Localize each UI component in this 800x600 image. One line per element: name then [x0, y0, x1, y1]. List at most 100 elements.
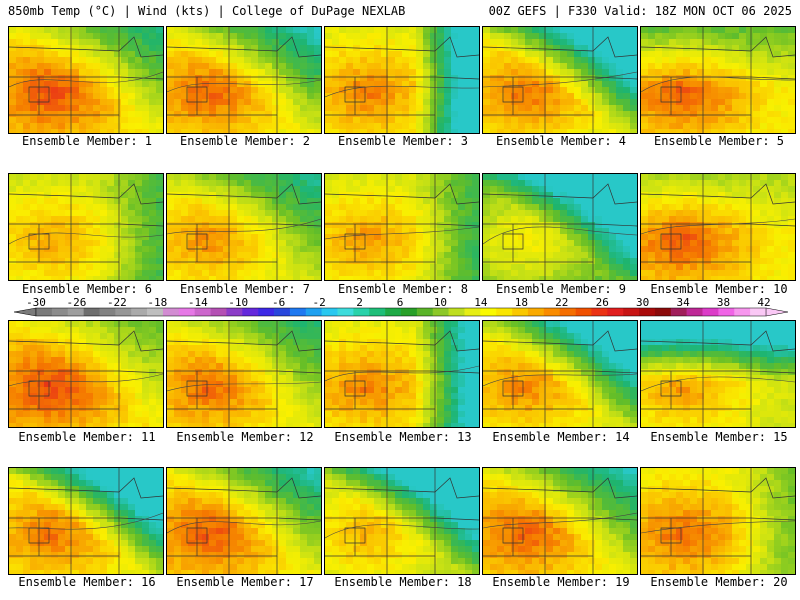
panel-caption: Ensemble Member: 9: [495, 282, 627, 296]
colorbar-swatch: [607, 308, 624, 316]
ensemble-panel-15: [640, 320, 796, 428]
colorbar-swatch: [131, 308, 148, 316]
colorbar-tick-label: 26: [595, 296, 609, 309]
isotherm-contour: [9, 71, 163, 88]
colorbar-swatch: [289, 308, 307, 316]
temperature-map: [483, 27, 637, 133]
temperature-map: [641, 174, 795, 280]
isotherm-contour: [641, 76, 795, 93]
temperature-map: [325, 27, 479, 133]
colorbar-tick-label: 18: [514, 296, 528, 309]
colorbar-swatch: [559, 308, 576, 316]
colorbar-tick-label: -30: [26, 296, 46, 309]
colorbar-swatch: [242, 308, 259, 316]
state-boundaries: [167, 27, 321, 133]
panel-caption: Ensemble Member: 5: [653, 134, 785, 148]
state-boundaries: [325, 321, 479, 427]
colorbar-swatch: [527, 308, 545, 316]
temperature-map: [167, 27, 321, 133]
colorbar-tick-label: 10: [433, 296, 448, 309]
colorbar-swatch: [543, 308, 560, 316]
state-boundaries: [641, 321, 795, 427]
colorbar-swatch: [480, 308, 497, 316]
state-boundaries: [325, 468, 479, 574]
colorbar-swatch: [401, 308, 418, 316]
ensemble-panel-2: [166, 26, 322, 134]
state-boundaries: [325, 174, 479, 280]
temperature-map: [9, 27, 163, 133]
panel-caption: Ensemble Member: 4: [495, 134, 627, 148]
isotherm-contour: [483, 71, 637, 88]
colorbar-swatch: [321, 308, 338, 316]
colorbar-swatch: [99, 308, 116, 316]
colorbar-swatch: [432, 308, 449, 316]
colorbar-tick-label: 2: [356, 296, 363, 309]
colorbar-tick-label: -18: [147, 296, 168, 309]
state-boundaries: [483, 468, 637, 574]
isotherm-contour: [9, 232, 163, 245]
ensemble-panel-20: [640, 467, 796, 575]
state-boundaries: [641, 27, 795, 133]
colorbar-tick-label: 30: [636, 296, 650, 309]
state-boundaries: [483, 174, 637, 280]
colorbar-swatch: [305, 308, 322, 316]
isotherm-contour: [641, 376, 795, 392]
colorbar-swatch: [178, 308, 195, 316]
temperature-map: [483, 174, 637, 280]
state-boundaries: [9, 321, 163, 427]
colorbar-swatch: [750, 308, 767, 316]
colorbar-arrow-low: [13, 307, 37, 317]
panel-caption: Ensemble Member: 18: [334, 575, 472, 589]
colorbar-swatch: [734, 308, 751, 316]
isotherm-contour: [167, 520, 321, 534]
temperature-map: [641, 468, 795, 574]
ensemble-panel-14: [482, 320, 638, 428]
colorbar-swatch: [575, 308, 592, 316]
isotherm-contour: [483, 512, 637, 529]
isotherm-contour: [641, 218, 795, 235]
isotherm-contour: [641, 520, 795, 534]
panel-caption: Ensemble Member: 20: [650, 575, 788, 589]
ensemble-panel-13: [324, 320, 480, 428]
temperature-map: [167, 468, 321, 574]
panel-caption: Ensemble Member: 2: [179, 134, 311, 148]
state-boundaries: [167, 468, 321, 574]
ensemble-panel-10: [640, 173, 796, 281]
temperature-map: [641, 321, 795, 427]
ensemble-panel-11: [8, 320, 164, 428]
temperature-map: [641, 27, 795, 133]
ensemble-panel-12: [166, 320, 322, 428]
colorbar-frame: [35, 307, 767, 317]
ensemble-panel-7: [166, 173, 322, 281]
colorbar-swatch: [147, 308, 164, 316]
colorbar-swatch: [416, 308, 434, 316]
colorbar-tick-label: 34: [676, 296, 690, 309]
isotherm-contour: [483, 373, 637, 387]
isotherm-contour: [9, 512, 163, 530]
colorbar-swatch: [686, 308, 703, 316]
panel-caption: Ensemble Member: 13: [334, 430, 472, 444]
colorbar-swatch: [353, 308, 370, 316]
colorbar-swatch: [226, 308, 243, 316]
panel-caption: Ensemble Member: 1: [21, 134, 153, 148]
temperature-map: [325, 321, 479, 427]
colorbar-swatch: [67, 308, 84, 316]
panel-caption: Ensemble Member: 11: [18, 430, 156, 444]
panel-caption: Ensemble Member: 17: [176, 575, 314, 589]
colorbar-tick-label: -6: [272, 296, 286, 309]
colorbar-swatch: [623, 308, 640, 316]
ensemble-panel-18: [324, 467, 480, 575]
state-boundaries: [9, 27, 163, 133]
colorbar-swatch: [274, 308, 291, 316]
colorbar-tick-label: -26: [66, 296, 87, 309]
isotherm-contour: [325, 524, 479, 539]
state-boundaries: [483, 321, 637, 427]
state-boundaries: [9, 468, 163, 574]
colorbar-swatch: [448, 308, 465, 316]
isotherm-contour: [167, 218, 321, 235]
isotherm-contour: [483, 226, 637, 245]
colorbar-swatch: [639, 308, 656, 316]
temperature-map: [167, 321, 321, 427]
colorbar-swatch: [115, 308, 132, 316]
colorbar-tick-label: 42: [757, 296, 771, 309]
